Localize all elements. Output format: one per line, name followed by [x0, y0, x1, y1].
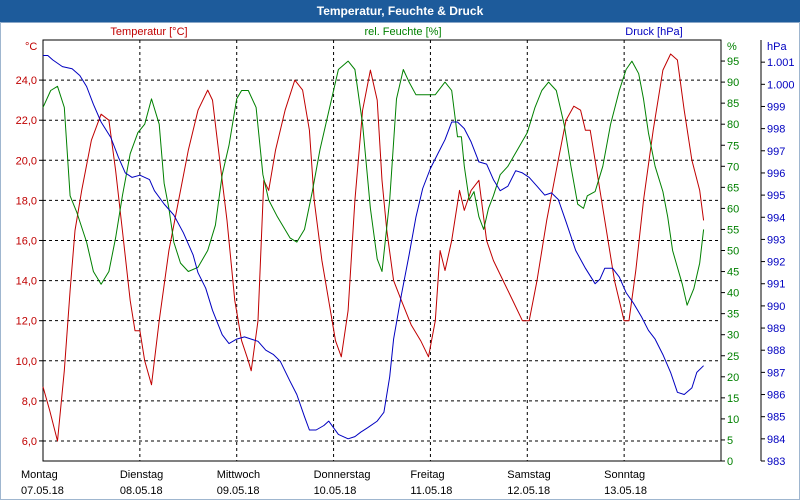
humidity-tick-label: 30	[727, 330, 739, 342]
x-tick-label-day: Mittwoch	[217, 469, 260, 481]
x-tick-label-date: 08.05.18	[120, 485, 163, 497]
pressure-tick-label: 994	[767, 212, 785, 224]
x-tick-label-date: 09.05.18	[217, 485, 260, 497]
humidity-tick-label: 60	[727, 203, 739, 215]
pressure-tick-label: 985	[767, 412, 785, 424]
plot-border	[42, 39, 722, 462]
temperature-tick-label: 6,0	[22, 436, 37, 448]
temperature-tick-label: 20,0	[16, 155, 37, 167]
temperature-axis-title: Temperatur [°C]	[110, 26, 187, 38]
humidity-tick-label: 35	[727, 309, 739, 321]
series-layer	[42, 53, 705, 442]
humidity-tick-label: 70	[727, 161, 739, 173]
temperature-tick-label: 10,0	[16, 356, 37, 368]
x-tick-label-day: Montag	[21, 469, 58, 481]
x-tick-label-day: Freitag	[410, 469, 444, 481]
x-tick-label-date: 13.05.18	[604, 485, 647, 497]
x-tick-label-date: 11.05.18	[410, 485, 452, 497]
x-tick-label-day: Samstag	[507, 469, 550, 481]
humidity-tick-label: 5	[727, 435, 733, 447]
x-tick-label-date: 12.05.18	[507, 485, 550, 497]
humidity-tick-label: 75	[727, 140, 739, 152]
temperature-tick-label: 8,0	[22, 396, 37, 408]
pressure-tick-label: 999	[767, 101, 785, 113]
x-tick-label-date: 10.05.18	[314, 485, 357, 497]
pressure-tick-label: 995	[767, 190, 785, 202]
pressure-tick-label: 997	[767, 146, 785, 158]
humidity-tick-label: 80	[727, 119, 739, 131]
temperature-tick-label: 24,0	[16, 75, 37, 87]
x-tick-label-day: Dienstag	[120, 469, 163, 481]
pressure-tick-label: 996	[767, 168, 785, 180]
series-line-pressure	[43, 55, 704, 440]
pressure-tick-label: 986	[767, 390, 785, 402]
grid-lines	[42, 39, 722, 462]
pressure-tick-label: 998	[767, 124, 785, 136]
humidity-tick-label: 40	[727, 288, 739, 300]
temperature-tick-label: 12,0	[16, 316, 37, 328]
pressure-axis-title: Druck [hPa]	[625, 26, 682, 38]
humidity-tick-label: 90	[727, 77, 739, 89]
axis-layer: 6,0 8,0 10,0 12,0 14,0 16,0 18,0 20,0 22,0 24,0 °C…	[16, 26, 795, 497]
humidity-tick-label: 25	[727, 351, 739, 363]
humidity-tick-label: 95	[727, 56, 739, 68]
pressure-tick-label: 983	[767, 456, 785, 468]
pressure-tick-label: 992	[767, 257, 785, 269]
pressure-tick-label: 987	[767, 367, 785, 379]
pressure-tick-label: 989	[767, 323, 785, 335]
humidity-tick-label: 0	[727, 456, 733, 468]
window-title: Temperatur, Feuchte & Druck	[316, 4, 484, 18]
temperature-tick-label: 22,0	[16, 115, 37, 127]
pressure-tick-label: 988	[767, 345, 785, 357]
humidity-tick-label: 10	[727, 414, 739, 426]
pressure-unit-label: hPa	[767, 41, 787, 53]
pressure-tick-label: 993	[767, 234, 785, 246]
chart-canvas: 6,0 8,0 10,0 12,0 14,0 16,0 18,0 20,0 22,0 24,0 °C…	[16, 26, 795, 497]
series-line-humidity	[42, 60, 705, 306]
humidity-tick-label: 85	[727, 98, 739, 110]
temperature-tick-label: 18,0	[16, 195, 37, 207]
pressure-tick-label: 984	[767, 434, 785, 446]
humidity-tick-label: 45	[727, 267, 739, 279]
temperature-tick-label: 16,0	[16, 235, 37, 247]
humidity-tick-label: 50	[727, 246, 739, 258]
temperature-tick-label: 14,0	[16, 276, 37, 288]
pressure-tick-label: 1.001	[767, 57, 795, 69]
x-tick-label-day: Donnerstag	[314, 469, 371, 481]
x-tick-label-date: 07.05.18	[21, 485, 64, 497]
humidity-tick-label: 20	[727, 372, 739, 384]
chart-frame: 6,0 8,0 10,0 12,0 14,0 16,0 18,0 20,0 22,0 24,0 °C…	[0, 22, 800, 500]
series-line-temperature	[42, 53, 705, 442]
humidity-unit-label: %	[727, 41, 737, 53]
window-title-bar: Temperatur, Feuchte & Druck	[0, 0, 800, 23]
humidity-axis-title: rel. Feuchte [%]	[364, 26, 441, 38]
humidity-tick-label: 65	[727, 182, 739, 194]
x-tick-label-day: Sonntag	[604, 469, 645, 481]
pressure-tick-label: 990	[767, 301, 785, 313]
temperature-unit-label: °C	[25, 41, 37, 53]
humidity-tick-label: 15	[727, 393, 739, 405]
pressure-tick-label: 1.000	[767, 79, 795, 91]
humidity-tick-label: 55	[727, 224, 739, 236]
pressure-tick-label: 991	[767, 279, 785, 291]
